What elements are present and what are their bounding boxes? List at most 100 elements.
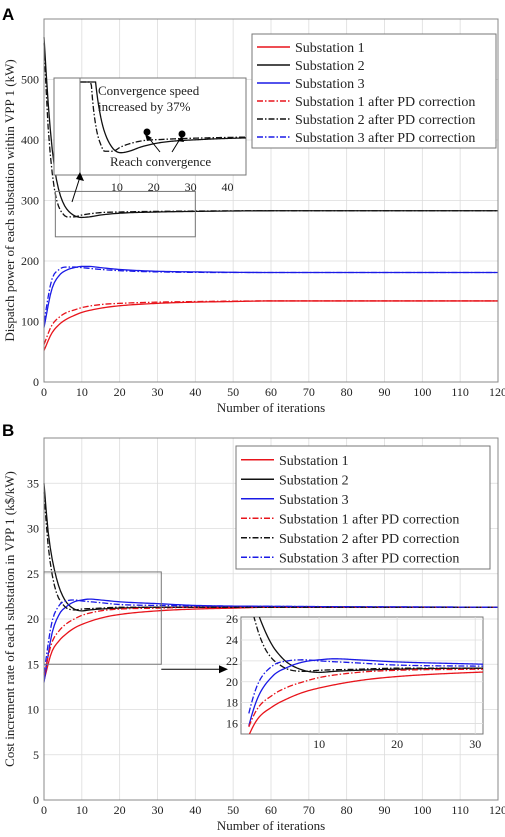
x-tick-label: 110 (451, 385, 469, 399)
legend-entry-3: Substation 3 (295, 77, 365, 92)
inset-x-tick-label: 10 (111, 180, 123, 194)
x-tick-label: 120 (489, 385, 505, 399)
inset-x-tick-label: 30 (469, 737, 481, 751)
inset-series-line-4 (248, 668, 483, 728)
y-tick-label: 30 (27, 522, 39, 536)
inset-series-line-6 (248, 659, 483, 714)
chart-a-frame (43, 18, 499, 383)
convergence-arrowhead-1 (145, 134, 152, 141)
x-tick-label: 10 (76, 803, 88, 817)
legend-entry-3: Substation 3 (279, 493, 349, 508)
chart-a-y-axis-label: Dispatch power of each substation within… (2, 59, 17, 341)
x-tick-label: 100 (413, 803, 431, 817)
x-tick-label: 70 (303, 803, 315, 817)
chart-a-ticks: 0 10 20 30 40 50 60 70 80 90 100 110 120 0 100 200 300 40… (21, 73, 505, 400)
y-tick-label: 25 (27, 567, 39, 581)
x-tick-label: 40 (189, 385, 201, 399)
legend-entry-2: Substation 2 (295, 59, 365, 74)
inset-y-tick-label: 24 (226, 633, 238, 647)
inset-series-line-3 (248, 658, 483, 727)
chart-b-ticks: 0 10 20 30 40 50 60 70 80 90 100 110 120 0 5 10 15 20 25 30… (27, 476, 505, 817)
x-tick-label: 80 (341, 803, 353, 817)
convergence-arrowhead-2 (177, 136, 184, 142)
x-tick-label: 110 (451, 803, 469, 817)
x-tick-label: 60 (265, 385, 277, 399)
chart-b-inset-ticks: 10 20 30 16 18 20 22 24 26 (226, 612, 481, 751)
y-tick-label: 400 (21, 133, 39, 147)
zoom-arrow (71, 176, 81, 203)
chart-a-annotation-speed-line-2: increased by 37% (98, 99, 191, 114)
inset-series-line-5 (80, 81, 247, 152)
series-line-6 (43, 599, 499, 674)
chart-b-inset: 10 20 30 16 18 20 22 24 26 (226, 612, 484, 751)
y-tick-label: 0 (33, 375, 39, 389)
convergence-arrow-1 (147, 136, 161, 153)
inset-x-tick-label: 20 (391, 737, 403, 751)
x-tick-label: 100 (413, 385, 431, 399)
panel-b-letter: B (2, 421, 14, 440)
legend-entry-1: Substation 1 (279, 454, 349, 469)
chart-b-series (43, 483, 499, 683)
inset-series-line-1 (248, 671, 483, 734)
x-tick-label: 10 (76, 385, 88, 399)
y-tick-label: 15 (27, 657, 39, 671)
inset-x-tick-label: 10 (313, 737, 325, 751)
legend-entry-5: Substation 2 after PD correction (295, 113, 475, 128)
y-tick-label: 500 (21, 73, 39, 87)
x-tick-label: 0 (41, 385, 47, 399)
legend-entry-4: Substation 1 after PD correction (279, 512, 459, 527)
inset-y-tick-label: 18 (226, 696, 238, 710)
chart-a-annotation-speed-line-1: Convergence speed (98, 83, 200, 98)
legend-entry-2: Substation 2 (279, 473, 349, 488)
chart-a-inset: 10 20 30 40 Convergence speed increased by … (53, 77, 247, 203)
inset-y-tick-label: 26 (226, 612, 238, 626)
y-tick-label: 200 (21, 254, 39, 268)
y-tick-label: 0 (33, 793, 39, 807)
chart-a-inset-ticks: 10 20 30 40 (79, 78, 234, 194)
chart-a-zoom-region (54, 190, 196, 238)
x-tick-label: 20 (114, 803, 126, 817)
legend-entry-5: Substation 2 after PD correction (279, 532, 459, 547)
y-tick-label: 10 (27, 703, 39, 717)
chart-b: 0 10 20 30 40 50 60 70 80 90 100 110 120 0 5 10 15 20 25 30… (2, 437, 505, 833)
y-tick-label: 5 (33, 748, 39, 762)
x-tick-label: 50 (227, 385, 239, 399)
chart-b-inset-grid (241, 617, 483, 734)
inset-x-tick-label: 20 (148, 180, 160, 194)
series-line-4 (43, 300, 498, 345)
x-tick-label: 70 (303, 385, 315, 399)
chart-a-series (43, 37, 498, 351)
series-line-5 (43, 43, 498, 218)
legend-entry-1: Substation 1 (295, 41, 365, 56)
inset-y-tick-label: 22 (226, 654, 238, 668)
chart-b-zoom-region (43, 571, 162, 665)
inset-series-line-2 (80, 81, 247, 154)
chart-a-legend: Substation 1 Substation 2 Substation 3 Subs… (251, 33, 497, 149)
zoom-arrowhead (76, 172, 84, 181)
x-tick-label: 20 (114, 385, 126, 399)
inset-x-tick-label: 30 (185, 180, 197, 194)
x-tick-label: 30 (152, 385, 164, 399)
x-tick-label: 30 (152, 803, 164, 817)
series-line-6 (43, 266, 498, 322)
chart-b-inset-background (240, 616, 484, 735)
inset-y-tick-label: 20 (226, 675, 238, 689)
chart-a-inset-series (80, 81, 247, 154)
chart-a-inset-background (53, 77, 247, 176)
chart-b-x-axis-label: Number of iterations (217, 818, 325, 833)
x-tick-label: 50 (227, 803, 239, 817)
chart-b-inset-series (248, 617, 483, 734)
convergence-point-2 (178, 130, 186, 138)
y-tick-label: 20 (27, 612, 39, 626)
chart-a-annotation-convergence: Reach convergence (110, 154, 211, 169)
y-tick-label: 300 (21, 194, 39, 208)
chart-a: 0 10 20 30 40 50 60 70 80 90 100 110 120 0 100 200 300 40… (2, 18, 505, 415)
legend-box (251, 33, 497, 149)
x-tick-label: 80 (341, 385, 353, 399)
inset-y-tick-label: 16 (226, 717, 238, 731)
x-tick-label: 90 (379, 385, 391, 399)
chart-a-x-axis-label: Number of iterations (217, 400, 325, 415)
series-line-5 (43, 492, 498, 611)
panel-a-letter: A (2, 5, 14, 24)
